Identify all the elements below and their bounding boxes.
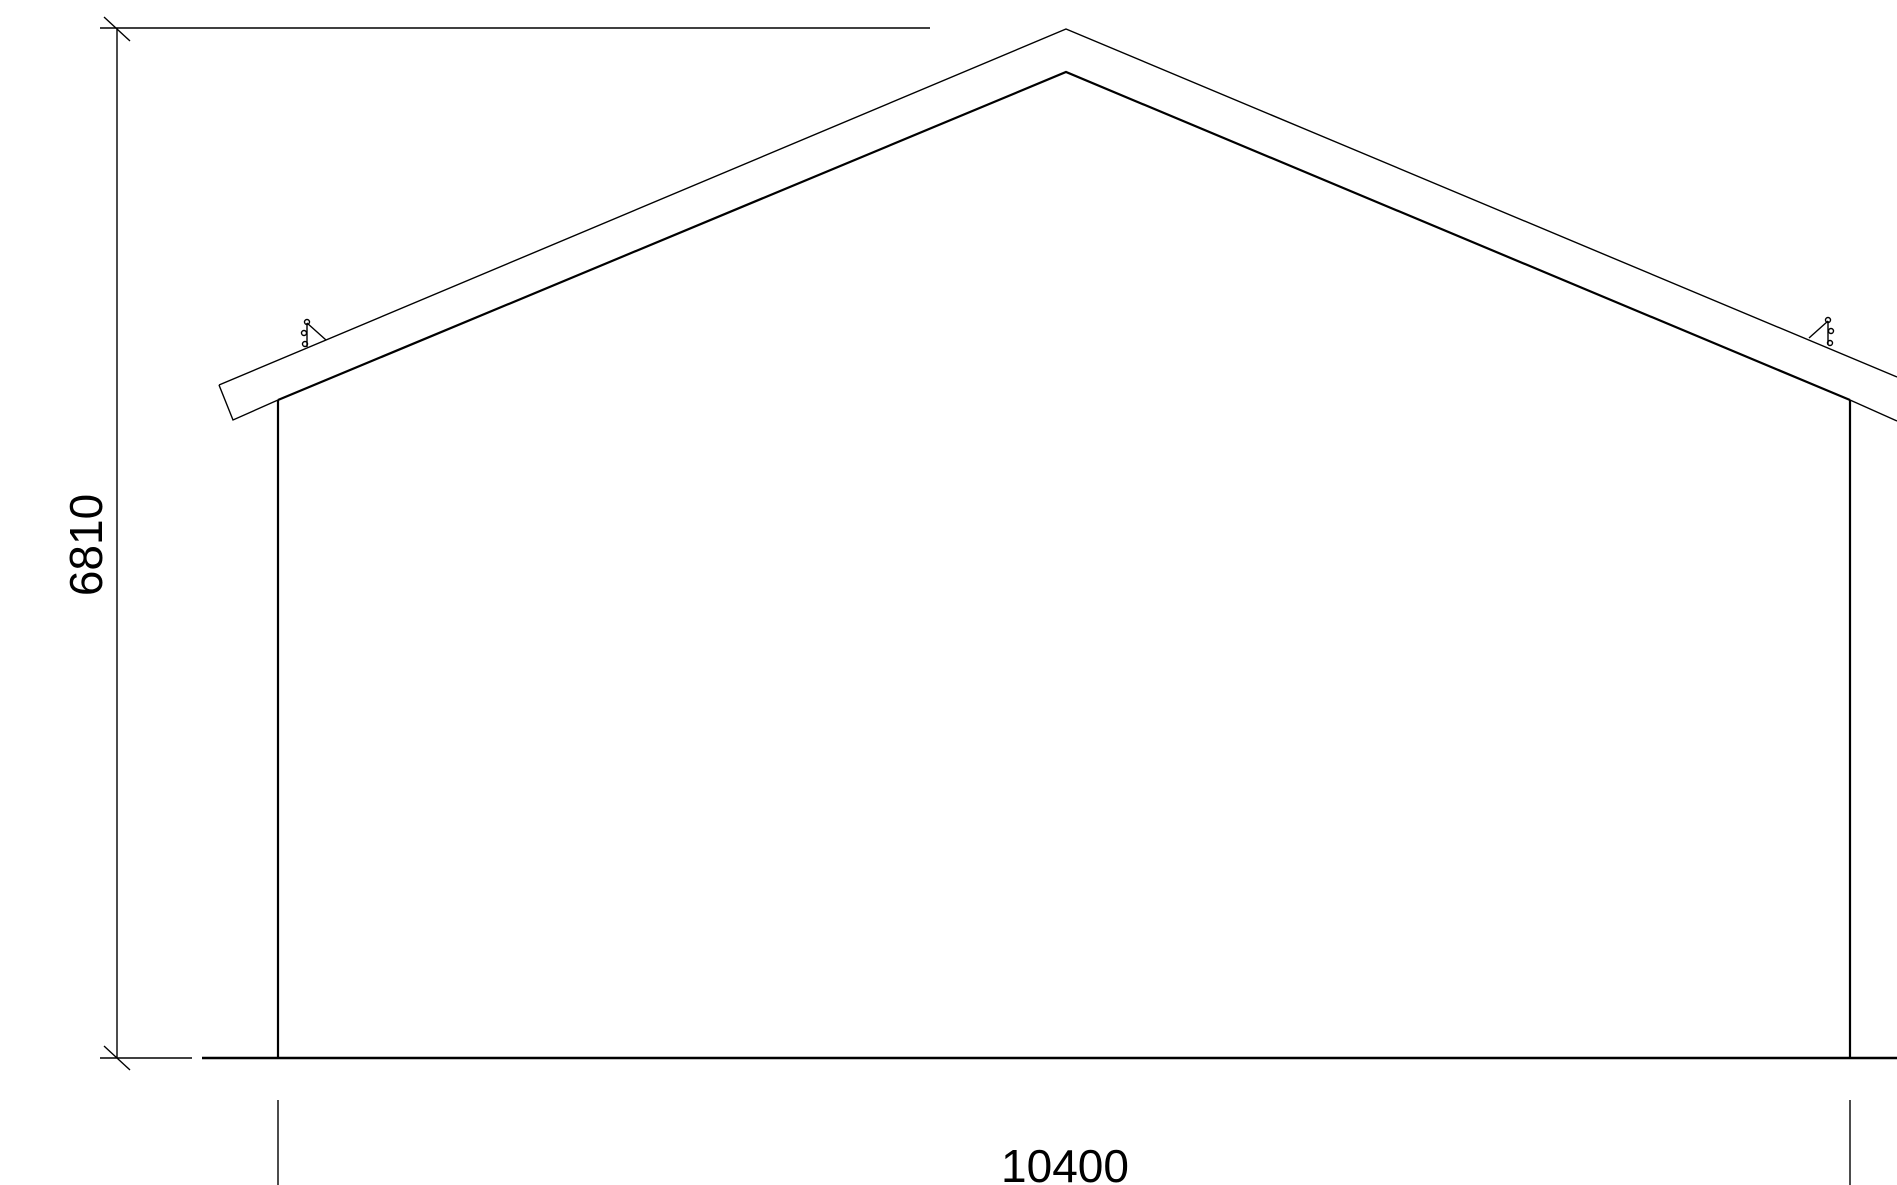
left-gutter-icon bbox=[300, 318, 327, 348]
width-dimension-label: 10400 bbox=[1001, 1140, 1129, 1185]
roof-inner-line bbox=[277, 70, 1851, 402]
height-dimension-label: 6810 bbox=[60, 494, 112, 596]
roof-outer-line bbox=[218, 28, 1897, 386]
width-dimension: 10400 bbox=[277, 1100, 1851, 1185]
left-eave-end bbox=[218, 384, 279, 421]
height-dimension: 6810 bbox=[60, 16, 930, 1071]
height-tick-top bbox=[103, 16, 131, 42]
height-tick-bottom bbox=[103, 1045, 131, 1071]
right-eave-lower bbox=[1849, 399, 1897, 422]
right-gutter-icon bbox=[1808, 316, 1835, 347]
